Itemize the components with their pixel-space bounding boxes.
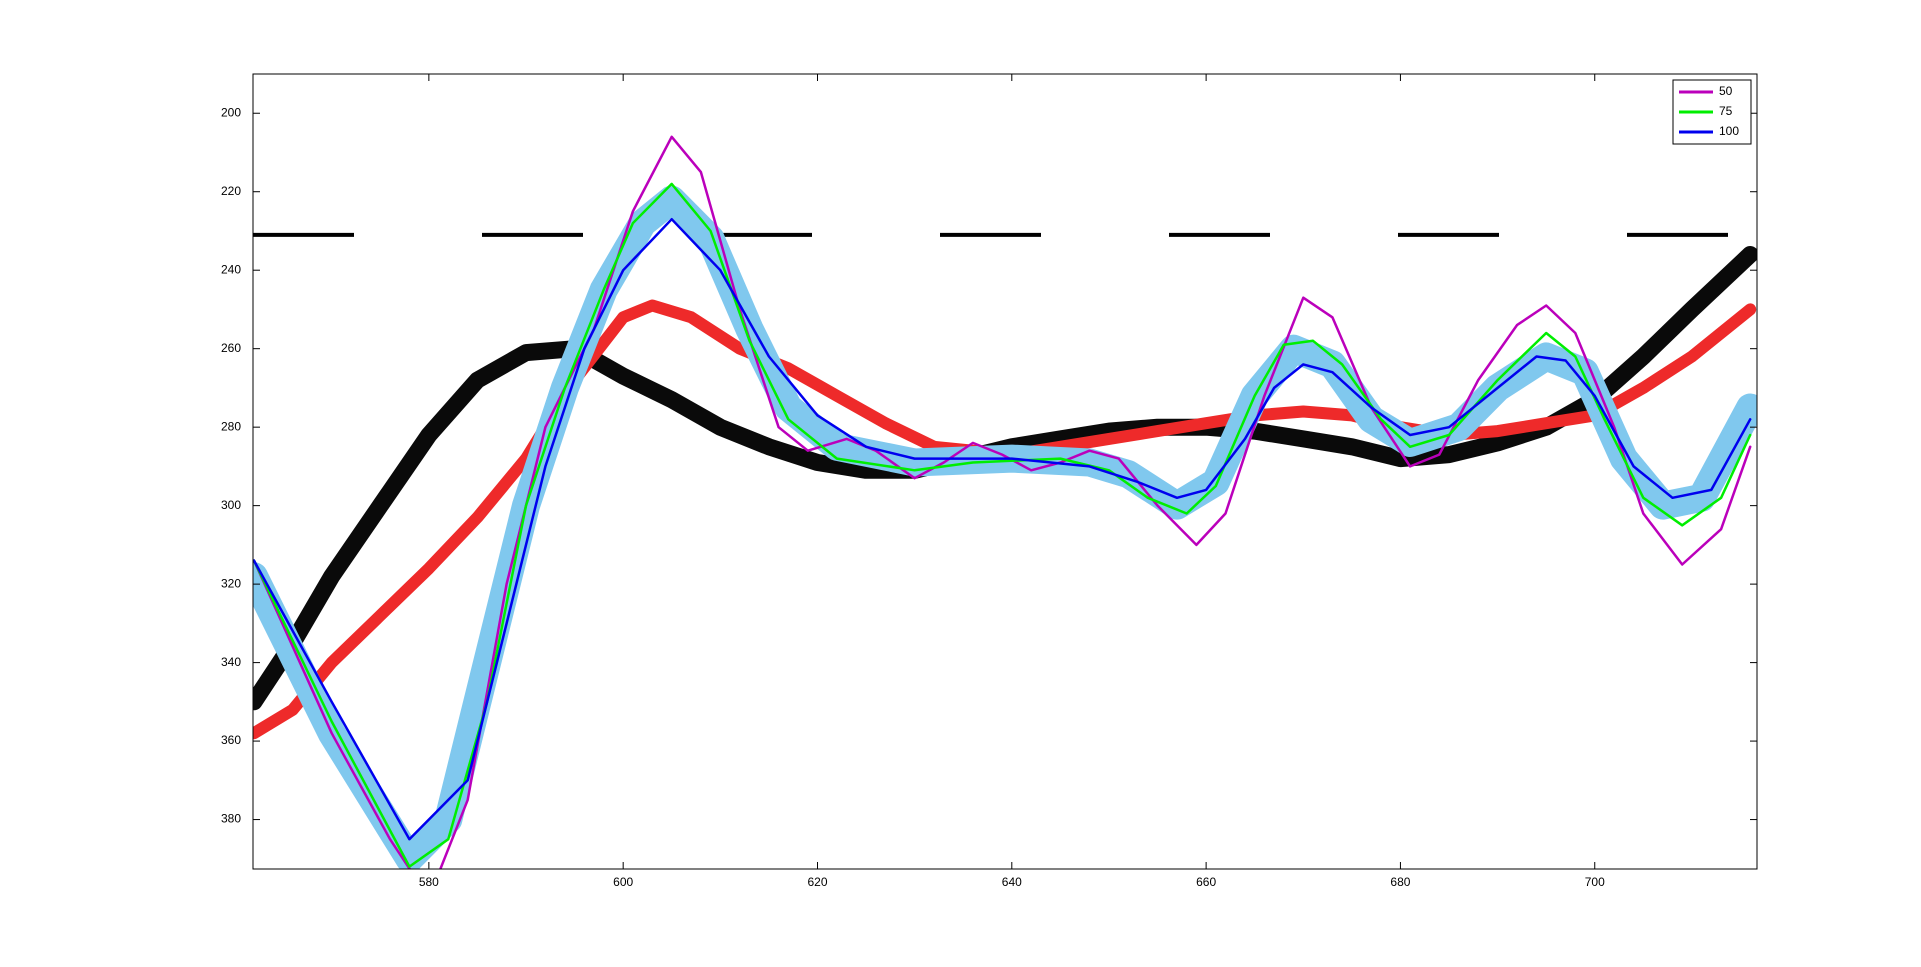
y-tick-label: 320 xyxy=(221,576,241,590)
y-tick-label: 240 xyxy=(221,262,241,276)
x-tick-label: 600 xyxy=(613,875,633,889)
y-tick-label: 300 xyxy=(221,498,241,512)
legend-label: 100 xyxy=(1719,124,1739,138)
x-tick-label: 640 xyxy=(1002,875,1022,889)
axes-box xyxy=(252,73,1758,870)
x-tick-label: 620 xyxy=(807,875,827,889)
y-tick-label: 340 xyxy=(221,655,241,669)
x-tick-label: 680 xyxy=(1390,875,1410,889)
x-tick-label: 660 xyxy=(1196,875,1216,889)
series-line xyxy=(253,217,1752,841)
y-tick-label: 280 xyxy=(221,419,241,433)
y-tick-label: 360 xyxy=(221,733,241,747)
y-tick-label: 380 xyxy=(221,812,241,826)
x-tick-label: 700 xyxy=(1585,875,1605,889)
x-tick-label: 580 xyxy=(419,875,439,889)
series-line xyxy=(253,182,1752,868)
y-tick-label: 220 xyxy=(221,184,241,198)
y-tick-label: 200 xyxy=(221,105,241,119)
legend-label: 75 xyxy=(1719,104,1733,118)
plot-area xyxy=(253,135,1757,869)
y-tick-label: 260 xyxy=(221,341,241,355)
legend-label: 50 xyxy=(1719,84,1733,98)
